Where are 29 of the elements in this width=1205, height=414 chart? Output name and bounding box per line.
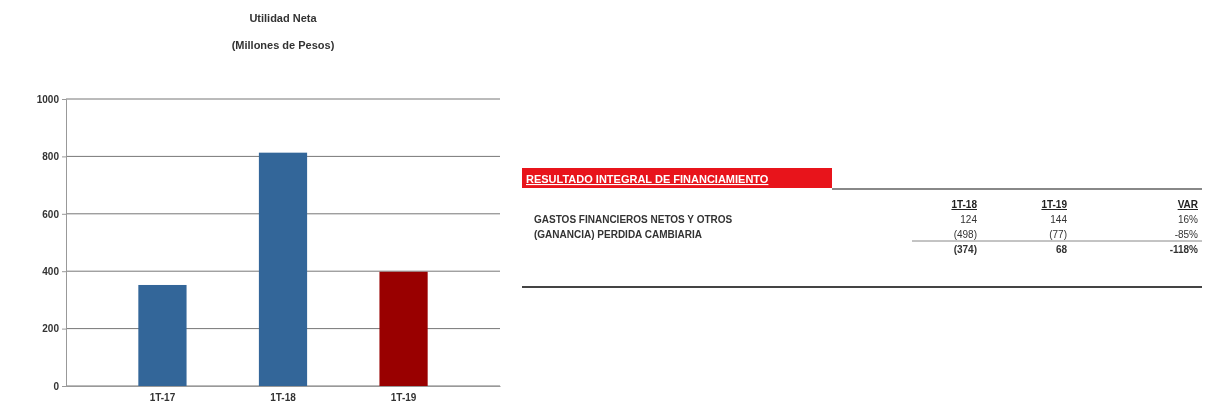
y-tick-label: 800 [42,151,60,163]
x-tick-label: 1T-19 [390,392,417,404]
text: GASTOS FINANCIEROS NETOS Y OTROS [534,214,733,225]
y-tick-label: 0 [53,380,60,392]
chart-subtitle: (Millones de Pesos) [231,39,335,51]
y-tick-label: 200 [42,323,60,335]
text: (77) [1049,229,1067,240]
text: 144 [1050,214,1068,225]
y-tick-label: 1000 [36,93,60,105]
text: 124 [960,214,978,225]
text: (498) [953,229,977,240]
text: (GANANCIA) PERDIDA CAMBIARIA [534,229,702,240]
chart-title: Utilidad Neta [249,12,318,24]
text: 1T-19 [1041,199,1068,210]
text: RESULTADO INTEGRAL DE FINANCIAMIENTO [526,173,769,185]
text: -85% [1174,229,1199,240]
y-tick-label: 400 [42,265,60,277]
x-tick-label: 1T-18 [270,392,297,404]
text: 1T-18 [951,199,978,210]
y-tick-label: 600 [42,208,60,220]
text: VAR [1177,199,1199,210]
text: 68 [1055,244,1068,255]
x-tick-label: 1T-17 [149,392,176,404]
bar [379,271,428,386]
text: 16% [1177,214,1199,225]
text: (374) [953,244,977,255]
bar [138,284,187,386]
text: -118% [1169,244,1199,255]
bar [258,152,308,386]
